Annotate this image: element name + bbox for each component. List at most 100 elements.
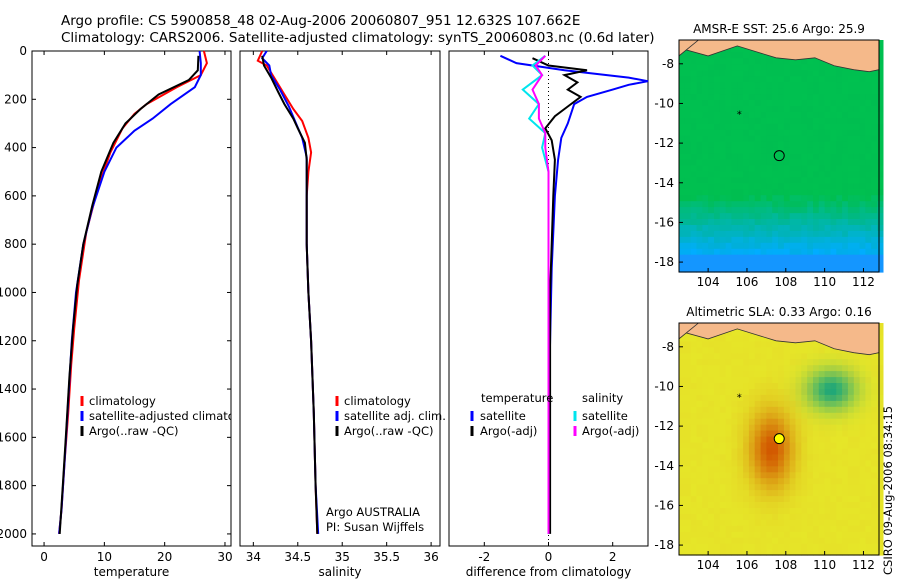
map-cell xyxy=(847,75,855,83)
map-cell xyxy=(842,447,849,455)
map-cell xyxy=(719,525,727,532)
map-cell xyxy=(783,388,791,395)
map-cell xyxy=(813,513,820,520)
map-cell xyxy=(754,513,762,520)
map-cell xyxy=(696,519,703,526)
map-cell xyxy=(719,418,727,425)
map-cell xyxy=(731,531,738,538)
map-cell xyxy=(748,388,756,395)
map-cell xyxy=(719,248,727,255)
map-cell xyxy=(830,382,837,389)
map-cell xyxy=(743,75,750,83)
map-cell xyxy=(725,200,732,208)
map-x-tick-label: 108 xyxy=(774,558,797,572)
map-cell xyxy=(801,430,808,437)
map-cell xyxy=(824,483,831,491)
map-cell xyxy=(737,159,744,166)
map-cell xyxy=(679,465,686,473)
map-cell xyxy=(772,159,779,166)
map-cell xyxy=(865,364,872,372)
map-cell xyxy=(830,63,837,71)
map-cell xyxy=(684,495,692,502)
map-cell xyxy=(789,242,797,249)
map-cell xyxy=(830,111,837,118)
map-cell xyxy=(783,212,791,219)
map-cell xyxy=(813,388,820,395)
map-cell xyxy=(865,200,872,208)
map-cell xyxy=(836,364,843,372)
map-cell xyxy=(696,87,703,95)
map-cell xyxy=(859,453,866,461)
map-cell xyxy=(684,543,692,550)
map-cell xyxy=(871,400,878,407)
map-cell xyxy=(714,69,721,77)
map-cell xyxy=(766,442,773,449)
map-cell xyxy=(714,224,721,231)
map-cell xyxy=(766,471,773,479)
map-cell xyxy=(714,194,721,202)
map-cell xyxy=(696,549,703,556)
map-x-tick-label: 106 xyxy=(736,275,759,289)
map-cell xyxy=(690,394,698,401)
map-cell xyxy=(813,75,820,83)
map-cell xyxy=(877,340,884,348)
map-cell xyxy=(766,206,773,214)
map-cell xyxy=(847,224,855,231)
map-cell xyxy=(795,358,802,366)
map-cell xyxy=(696,358,703,366)
map-cell xyxy=(818,147,826,154)
map-cell xyxy=(836,230,843,237)
map-cell xyxy=(708,513,715,520)
map-cell xyxy=(702,358,709,366)
map-cell xyxy=(824,153,831,160)
map-cell xyxy=(737,352,744,360)
map-cell xyxy=(754,51,762,59)
map-cell xyxy=(877,45,884,53)
map-cell xyxy=(871,194,878,202)
map-cell xyxy=(714,236,721,243)
map-cell xyxy=(719,200,727,208)
map-cell xyxy=(818,105,826,112)
map-cell xyxy=(714,412,721,419)
map-cell xyxy=(836,352,843,360)
map-cell xyxy=(737,69,744,77)
map-cell xyxy=(865,188,872,196)
map-cell xyxy=(748,352,756,360)
map-cell xyxy=(690,418,698,425)
map-cell xyxy=(760,164,767,172)
map-cell xyxy=(813,254,820,261)
map-cell xyxy=(754,75,762,83)
map-cell xyxy=(783,447,791,455)
map-cell xyxy=(865,394,872,401)
map-cell xyxy=(725,236,732,243)
map-cell xyxy=(836,176,843,184)
map-cell xyxy=(708,388,715,395)
map-cell xyxy=(847,87,855,95)
map-cell xyxy=(830,447,837,455)
map-cell xyxy=(743,81,750,89)
map-cell xyxy=(737,206,744,214)
map-cell xyxy=(690,105,698,112)
map-cell xyxy=(795,549,802,556)
map-cell xyxy=(725,531,732,538)
map-cell xyxy=(690,424,698,431)
map-cell xyxy=(719,212,727,219)
map-cell xyxy=(813,260,820,267)
map-cell xyxy=(719,182,727,190)
map-cell xyxy=(783,531,791,538)
map-cell xyxy=(853,424,861,431)
map-cell xyxy=(778,477,785,485)
map-cell xyxy=(795,147,802,154)
map-cell xyxy=(679,406,686,413)
map-cell xyxy=(772,483,779,491)
map-cell xyxy=(719,164,727,172)
map-y-tick-label: -16 xyxy=(654,215,674,229)
map-cell xyxy=(737,248,744,255)
map-cell xyxy=(766,182,773,190)
map-cell xyxy=(859,153,866,160)
map-cell xyxy=(696,266,703,273)
map-cell xyxy=(865,81,872,89)
map-cell xyxy=(690,176,698,184)
map-cell xyxy=(772,412,779,419)
map-cell xyxy=(737,224,744,231)
